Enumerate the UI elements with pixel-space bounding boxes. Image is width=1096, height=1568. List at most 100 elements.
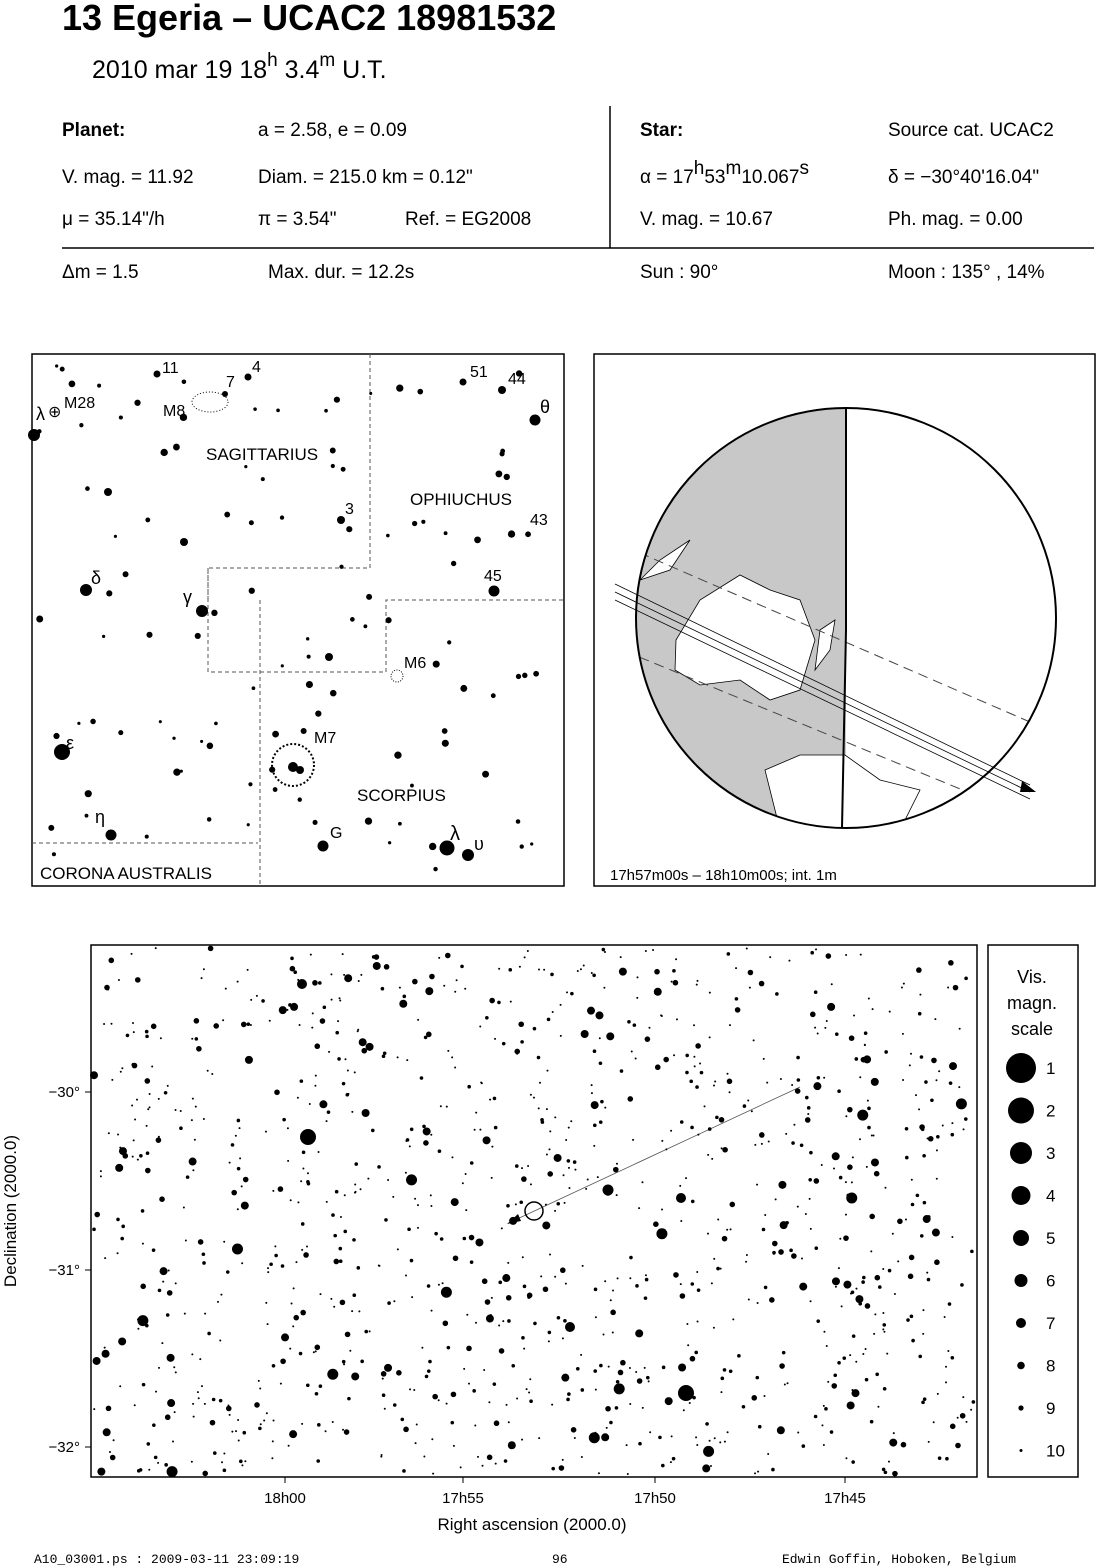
chart-star [507,1261,510,1264]
chart-star [151,1248,156,1252]
chart-star [796,1205,799,1208]
chart-star [871,1008,874,1011]
chart-star [628,1366,631,1369]
chart-star [553,1153,562,1162]
chart-star [575,1366,580,1371]
chart-star [179,1126,183,1131]
chart-star [635,1371,638,1374]
chart-star [145,1151,150,1156]
chart-star [380,1371,387,1377]
chart-star [629,1402,632,1405]
chart-star [222,1468,227,1473]
chart-star [536,1055,541,1060]
chart-star [545,1153,548,1156]
chart-star [708,1036,711,1039]
chart-star [343,1194,346,1197]
chart-star [970,1408,973,1411]
chart-star [120,1236,124,1241]
chart-star [319,1293,322,1296]
chart-star [392,1195,395,1198]
chart-star [816,1032,819,1035]
chart-star [132,1021,135,1024]
chart-star [592,1049,597,1054]
star [460,684,468,692]
chart-star [267,1267,270,1270]
chart-star [101,1349,110,1358]
chart-star [884,1050,888,1054]
chart-star [425,987,434,996]
chart-star [112,1439,115,1442]
chart-star [593,1287,598,1292]
chart-star [785,1132,788,1135]
chart-star [166,1084,169,1087]
chart-star [922,1397,927,1401]
chart-star [286,1127,289,1130]
chart-star [529,1093,532,1096]
chart-star [630,1050,633,1053]
chart-star [873,1170,880,1177]
chart-star [148,1106,151,1109]
chart-star [144,1167,151,1174]
bright-star [317,840,329,852]
chart-star [889,1438,898,1447]
chart-star [306,1172,309,1175]
chart-star [525,1388,528,1391]
bright-star [54,744,70,760]
chart-star [661,1463,665,1468]
chart-star [141,1382,146,1387]
chart-star [606,1032,615,1041]
date-part: 3.4 [278,56,320,84]
chart-star [693,1065,696,1068]
star [248,782,253,787]
star [329,447,336,454]
chart-star [867,1125,871,1130]
chart-star [297,979,307,989]
chart-star [658,1435,662,1440]
chart-star [713,1437,716,1440]
chart-star [241,1464,244,1467]
chart-star [341,1359,346,1364]
chart-star [414,1197,417,1200]
chart-star [722,1368,727,1372]
chart-star [136,1098,139,1101]
chart-star [140,1283,146,1290]
star [447,640,452,645]
track [514,1086,801,1221]
chart-star [473,1128,476,1131]
x-tick-label: 18h00 [264,1490,306,1507]
chart-star [288,1003,292,1007]
finder-label: OPHIUCHUS [410,490,512,509]
bright-star [529,414,541,426]
star [410,783,414,788]
chart-star [573,1436,576,1439]
chart-star [402,1469,406,1473]
planet-mu: μ = 35.14"/h [62,209,165,230]
chart-star [904,1155,909,1160]
chart-star [539,1081,542,1084]
chart-star [201,1252,206,1257]
chart-star [137,1327,140,1330]
chart-star [542,1286,549,1293]
chart-star [194,1105,197,1108]
chart-star [140,1209,145,1213]
chart-star [464,987,467,990]
ra-part: α = 17 [640,167,694,188]
star [329,689,337,697]
chart-star [211,1073,214,1076]
legend-dot [1008,1097,1034,1124]
chart-star [618,967,627,976]
chart-star [159,1267,168,1276]
chart-star [330,998,333,1001]
chart-star [615,1194,618,1197]
chart-star [150,1023,157,1030]
chart-star [873,1332,876,1335]
star [333,396,341,403]
x-tick-label: 17h45 [824,1490,866,1507]
chart-star [690,1125,694,1130]
chart-star [833,1167,836,1170]
chart-star [883,1470,888,1475]
star [173,768,181,776]
chart-star [338,1259,343,1263]
chart-star [159,1196,165,1202]
chart-star [163,1091,168,1095]
